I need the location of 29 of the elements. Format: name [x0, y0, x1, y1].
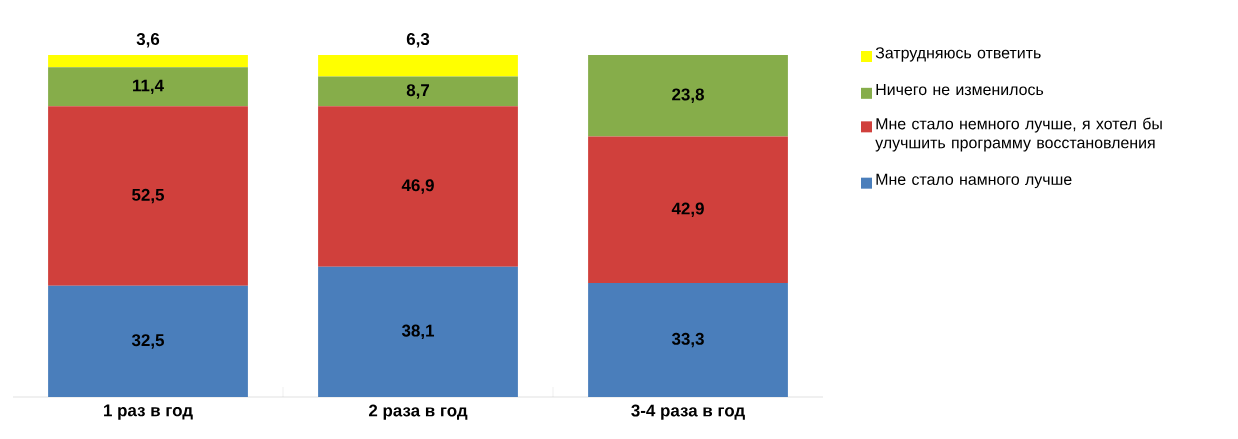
legend-label: Мне стало немного лучше, я хотел бы улучшить программу восстановления — [875, 117, 1162, 152]
bar — [48, 285, 248, 397]
data-label: 23,8 — [672, 88, 704, 103]
bar — [588, 283, 788, 397]
bar — [48, 106, 248, 286]
x-tick-label: 3-4 раза в год — [631, 404, 745, 420]
bar — [48, 67, 248, 107]
bar — [318, 55, 518, 77]
data-label: 33,3 — [671, 332, 704, 348]
data-label: 42,9 — [671, 202, 704, 217]
legend-label: Затрудняюсь ответить — [875, 47, 1041, 62]
bar — [318, 76, 518, 107]
data-label: 46,9 — [401, 179, 434, 194]
data-label: 38,1 — [401, 324, 435, 340]
bar — [588, 55, 788, 137]
data-label: 6,3 — [406, 33, 430, 48]
data-label: 32,5 — [131, 334, 165, 349]
legend-label: Ничего не изменилось — [876, 84, 1044, 96]
data-label: 52,5 — [132, 188, 165, 204]
bar — [48, 55, 248, 68]
x-tick-label: 1 раз в год — [104, 404, 193, 420]
x-tick-label: 2 раза в год — [368, 404, 468, 420]
data-label: 11,4 — [133, 79, 164, 94]
bar — [318, 106, 518, 267]
data-label: 3,6 — [136, 33, 160, 48]
bar — [318, 266, 518, 397]
bar — [588, 136, 788, 284]
legend-label: Мне стало намного лучше — [876, 173, 1072, 189]
data-label: 8,7 — [406, 84, 430, 99]
